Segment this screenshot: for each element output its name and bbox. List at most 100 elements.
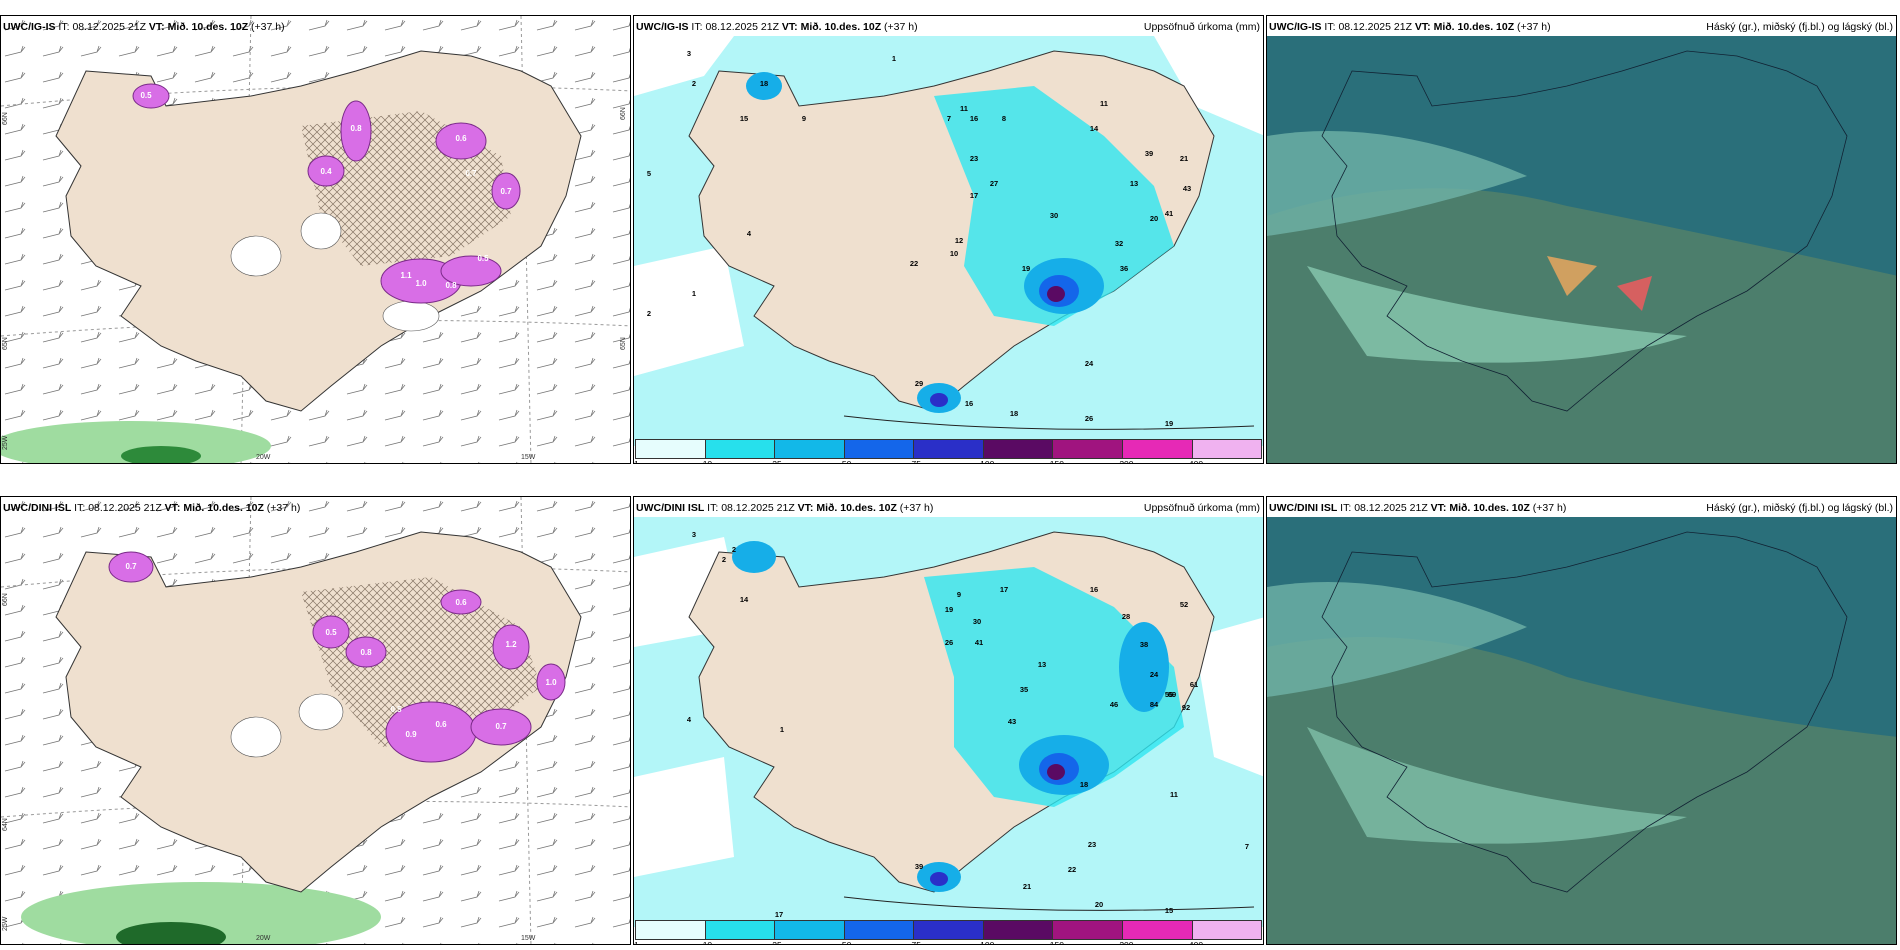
grid-label: 15W (521, 454, 536, 461)
cloud-panel-top: UWC/IG-IS IT: 08.12.2025 21Z VT: Mið. 10… (1266, 15, 1897, 464)
legend-ticks: 1 10 25 50 75 100 150 200 400 (634, 940, 1262, 945)
precip-value: 46 (1110, 700, 1118, 709)
legend-tick: 150 (1049, 940, 1064, 945)
panel-header: UWC/IG-IS IT: 08.12.2025 21Z VT: Mið. 10… (3, 21, 285, 33)
legend-tick: 1 (634, 459, 639, 464)
precip-value: 3 (687, 49, 691, 58)
wind-value: 0.7 (125, 562, 137, 571)
precip-value: 19 (1165, 419, 1173, 428)
wind-value: 0.4 (320, 167, 332, 176)
precip-value: 32 (1115, 239, 1123, 248)
precip-value: 29 (915, 379, 923, 388)
precip-value: 1 (780, 725, 784, 734)
precip-value: 23 (970, 154, 978, 163)
precip-value: 30 (973, 617, 981, 626)
precip-value: 4 (687, 715, 692, 724)
cloud-title: Háský (gr.), miðský (fj.bl.) og lágský (… (1706, 21, 1893, 33)
precip-value: 43 (1183, 184, 1191, 193)
grid-label: 15W (521, 935, 536, 942)
wind-value: 0.5 (325, 628, 337, 637)
precip-value: 28 (1122, 612, 1130, 621)
precip-value: 55 (1165, 690, 1173, 699)
precip-value: 4 (747, 229, 752, 238)
wind-value: 1.0 (415, 279, 427, 288)
precip-value: 13 (1130, 179, 1138, 188)
legend-swatch (914, 921, 984, 939)
wind-value: 0.8 (360, 648, 372, 657)
precip-value: 11 (960, 104, 968, 113)
legend-swatch (983, 440, 1054, 458)
precip-value: 14 (1090, 124, 1099, 133)
precip-value: 16 (970, 114, 978, 123)
precip-value: 1 (692, 289, 696, 298)
precip-value: 11 (1100, 99, 1108, 108)
legend-swatch (636, 440, 706, 458)
precip-value: 3 (692, 530, 696, 539)
precip-value: 2 (732, 545, 736, 554)
precip-value: 8 (1002, 114, 1006, 123)
wind-map-top: 66N 65N 25W 20W 15W 66N 65N 0.5 0.8 0.6 … (1, 16, 630, 463)
precip-value: 23 (1088, 840, 1096, 849)
precip-value: 19 (1022, 264, 1030, 273)
wind-value: 0.6 (455, 598, 467, 607)
precip-value: 21 (1023, 882, 1031, 891)
wind-value: 0.7 (495, 722, 507, 731)
wind-value: 0.6 (435, 720, 447, 729)
precip-value: 17 (970, 191, 978, 200)
precip-value: 11 (1170, 790, 1178, 799)
legend-swatch (1122, 921, 1193, 939)
legend-tick: 400 (1188, 459, 1204, 464)
wind-value: 0.8 (350, 124, 362, 133)
precip-value: 7 (1245, 842, 1249, 851)
precip-value: 22 (910, 259, 918, 268)
legend-swatch (775, 440, 845, 458)
wind-value: 1.0 (545, 678, 557, 687)
precip-map-bottom: 3 2 14 19 30 26 41 17 35 43 38 52 46 84 … (634, 517, 1263, 927)
precip-value: 10 (950, 249, 958, 258)
precip-title: Uppsöfnuð úrkoma (mm) (1143, 21, 1260, 33)
precip-value: 24 (1085, 359, 1094, 368)
wind-value: 0.5 (477, 254, 489, 263)
precip-value: 16 (965, 399, 973, 408)
precip-title: Uppsöfnuð úrkoma (mm) (1143, 502, 1260, 514)
grid-label: 65N (2, 337, 9, 350)
grid-label: 25W (2, 435, 9, 450)
grid-label: 20W (256, 454, 271, 461)
legend-swatch (1053, 440, 1123, 458)
legend-swatch (914, 440, 984, 458)
legend-swatch (1122, 440, 1193, 458)
precip-value: 17 (775, 910, 783, 919)
wind-value: 0.7 (500, 187, 512, 196)
precip-value: 21 (1180, 154, 1188, 163)
wind-panel-bottom: 66N 64N 25W 20W 15W 0.7 0.5 0.8 0.6 1.2 … (0, 496, 631, 945)
precip-value: 19 (945, 605, 953, 614)
precip-value: 41 (975, 638, 983, 647)
legend-swatch (844, 440, 915, 458)
precip-value: 18 (760, 79, 768, 88)
legend-tick: 25 (772, 459, 782, 464)
panel-header: UWC/IG-IS IT: 08.12.2025 21Z VT: Mið. 10… (636, 21, 918, 33)
precip-value: 30 (1050, 211, 1058, 220)
legend-tick: 75 (911, 459, 921, 464)
grid-label: 66N (2, 112, 9, 125)
precip-value: 20 (1150, 214, 1158, 223)
legend-tick: 50 (841, 940, 852, 945)
precip-value: 15 (1165, 906, 1173, 915)
wind-value: 0.6 (455, 134, 467, 143)
precip-value: 18 (1010, 409, 1018, 418)
grid-label: 66N (2, 593, 9, 606)
legend-swatch (844, 921, 915, 939)
legend-tick: 10 (702, 940, 713, 945)
precip-value: 43 (1008, 717, 1016, 726)
precip-value: 39 (915, 862, 923, 871)
legend-swatch (636, 921, 706, 939)
wind-value: 1.2 (505, 640, 517, 649)
precip-value: 2 (722, 555, 726, 564)
legend-tick: 400 (1188, 940, 1204, 945)
precip-value: 5 (647, 169, 651, 178)
panel-header: UWC/DINI ISL IT: 08.12.2025 21Z VT: Mið.… (3, 502, 301, 514)
legend-tick: 100 (980, 940, 995, 945)
precip-value: 2 (647, 309, 651, 318)
precip-map-top: 3 2 18 9 15 1 11 16 7 8 23 27 17 12 10 3… (634, 36, 1263, 446)
legend-swatch (705, 921, 776, 939)
